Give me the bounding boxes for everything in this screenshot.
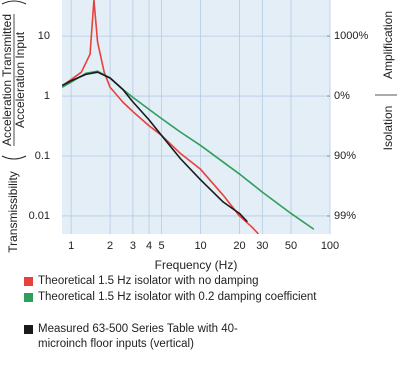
x-tick-label: 20 bbox=[233, 240, 245, 252]
x-axis-label: Frequency (Hz) bbox=[155, 258, 238, 272]
legend-text: Theoretical 1.5 Hz isolator with 0.2 dam… bbox=[38, 291, 317, 303]
x-tick-label: 2 bbox=[107, 240, 113, 252]
series-line bbox=[64, 0, 260, 234]
y-axis-label: Transmissibility bbox=[6, 171, 20, 253]
legend-item: Measured 63-500 Series Table with 40-mic… bbox=[24, 322, 244, 352]
y2-label-top: Amplification bbox=[381, 11, 395, 79]
legend-item: Theoretical 1.5 Hz isolator with no damp… bbox=[24, 274, 364, 289]
y-tick-label: 1 bbox=[44, 90, 50, 102]
y2-tick-label: 1000% bbox=[334, 30, 368, 42]
x-tick-label: 3 bbox=[130, 240, 136, 252]
y-axis-label-denominator: Acceleration Input bbox=[13, 31, 27, 128]
x-tick-label: 5 bbox=[159, 240, 165, 252]
plot-area bbox=[62, 0, 330, 234]
y-axis-label-numerator: Acceleration Transmitted bbox=[0, 14, 14, 146]
x-tick-label: 50 bbox=[285, 240, 297, 252]
legend-swatch bbox=[24, 293, 33, 302]
legend-swatch bbox=[24, 277, 33, 286]
y2-tick-label: 99% bbox=[334, 210, 356, 222]
series-line bbox=[62, 70, 315, 230]
legend-swatch bbox=[24, 325, 33, 334]
y2-tick-label: 90% bbox=[334, 150, 356, 162]
x-tick-label: 10 bbox=[194, 240, 206, 252]
legend-item: Theoretical 1.5 Hz isolator with 0.2 dam… bbox=[24, 290, 364, 305]
y-tick-label: 0.01 bbox=[29, 210, 50, 222]
y2-label-bottom: Isolation bbox=[381, 106, 395, 151]
y-tick-label: 0.1 bbox=[35, 150, 50, 162]
legend-text: Measured 63-500 Series Table with 40-mic… bbox=[38, 323, 238, 350]
x-tick-label: 30 bbox=[256, 240, 268, 252]
x-tick-label: 1 bbox=[68, 240, 74, 252]
x-tick-label: 4 bbox=[146, 240, 152, 252]
y-tick-label: 10 bbox=[38, 30, 50, 42]
series-line bbox=[62, 71, 248, 223]
paren bbox=[1, 0, 27, 160]
x-tick-label: 100 bbox=[321, 240, 339, 252]
y2-tick-label: 0% bbox=[334, 90, 350, 102]
legend-text: Theoretical 1.5 Hz isolator with no damp… bbox=[38, 275, 259, 287]
